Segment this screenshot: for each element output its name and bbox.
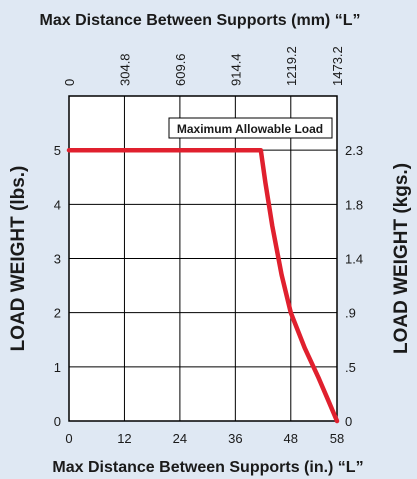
x-tick-label-in: 36 (228, 431, 242, 446)
x-tick-label-mm: 1219.2 (284, 46, 299, 86)
x-tick-label-in: 12 (117, 431, 131, 446)
x-tick-label-in: 58 (330, 431, 344, 446)
x-tick-label-mm: 0 (62, 79, 77, 86)
y-tick-label-kgs: .5 (345, 360, 356, 375)
y-tick-label-lbs: 3 (54, 252, 61, 267)
y-tick-label-lbs: 0 (54, 414, 61, 429)
x-tick-label-mm: 304.8 (117, 53, 132, 86)
legend-label: Maximum Allowable Load (177, 122, 323, 136)
legend-box (168, 117, 333, 139)
y-tick-label-lbs: 2 (54, 306, 61, 321)
y-tick-label-kgs: .9 (345, 306, 356, 321)
series-layer (66, 147, 340, 424)
y-axis-label-right: LOAD WEIGHT (kgs.) (391, 163, 412, 354)
y-tick-label-lbs: 1 (54, 360, 61, 375)
x-tick-label-mm: 609.6 (173, 53, 188, 86)
x-tick-label-mm: 1473.2 (330, 46, 345, 86)
x-tick-label-in: 48 (284, 431, 298, 446)
x-tick-label-in: 0 (65, 431, 72, 446)
x-tick-label-in: 24 (173, 431, 187, 446)
y-tick-label-kgs: 1.8 (345, 197, 363, 212)
bottom-axis-title: Max Distance Between Supports (in.) “L” (52, 459, 363, 476)
y-tick-label-kgs: 2.3 (345, 143, 363, 158)
y-tick-label-kgs: 1.4 (345, 252, 363, 267)
y-tick-label-lbs: 4 (54, 197, 61, 212)
y-axis-label-left: LOAD WEIGHT (lbs.) (8, 166, 29, 352)
series-line-max-allowable-load (66, 147, 340, 424)
y-tick-label-kgs: 0 (345, 414, 352, 429)
x-tick-label-mm: 914.4 (228, 53, 243, 86)
legend: Maximum Allowable Load (168, 117, 333, 139)
y-tick-label-lbs: 5 (54, 143, 61, 158)
top-axis-title: Max Distance Between Supports (mm) “L” (40, 12, 361, 29)
tick-labels: 0012304.824609.636914.4481219.2581473.20… (54, 46, 363, 446)
